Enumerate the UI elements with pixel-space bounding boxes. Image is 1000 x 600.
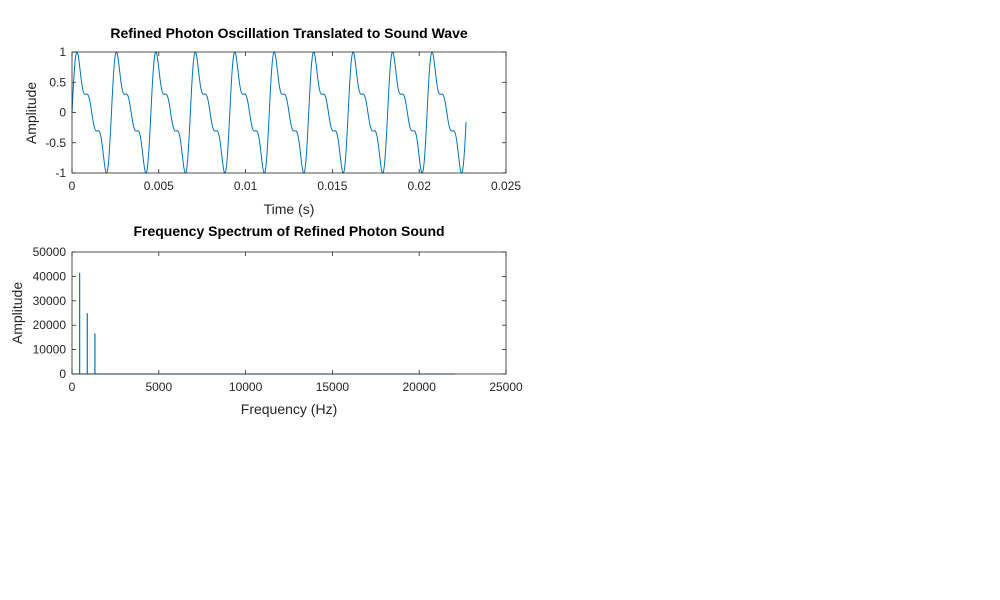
spectrum-x-tick-label: 10000 [229,380,263,394]
waveform-title: Refined Photon Oscillation Translated to… [110,25,468,41]
spectrum-x-tick-label: 0 [69,380,76,394]
waveform-y-tick-label: 0.5 [49,75,66,89]
waveform-x-tick-label: 0.02 [408,179,432,193]
spectrum-y-ticks: 0 10000 20000 30000 40000 50000 [33,245,506,381]
waveform-axes: Refined Photon Oscillation Translated to… [23,25,521,217]
spectrum-title: Frequency Spectrum of Refined Photon Sou… [133,223,444,239]
spectrum-y-tick-label: 10000 [33,343,67,357]
waveform-x-tick-label: 0 [69,179,76,193]
spectrum-x-label: Frequency (Hz) [241,401,337,417]
waveform-x-tick-label: 0.01 [234,179,258,193]
spectrum-x-tick-label: 25000 [489,380,523,394]
waveform-x-tick-label: 0.025 [491,179,521,193]
spectrum-x-tick-label: 5000 [145,380,172,394]
spectrum-x-tick-label: 15000 [316,380,350,394]
spectrum-bars [79,272,96,374]
waveform-y-label: Amplitude [23,82,39,144]
waveform-x-tick-label: 0.005 [144,179,174,193]
spectrum-y-label: Amplitude [9,282,25,344]
waveform-x-label: Time (s) [264,201,315,217]
waveform-line [71,51,467,174]
spectrum-y-tick-label: 50000 [33,245,67,259]
waveform-y-tick-label: 0 [59,106,66,120]
spectrum-y-tick-label: 30000 [33,294,67,308]
spectrum-y-tick-label: 40000 [33,269,67,283]
spectrum-axes-box [71,251,507,375]
waveform-x-tick-label: 0.015 [317,179,347,193]
spectrum-y-tick-label: 20000 [33,318,67,332]
waveform-axes-box [71,51,507,174]
spectrum-axes: Frequency Spectrum of Refined Photon Sou… [9,223,523,417]
spectrum-x-tick-label: 20000 [403,380,437,394]
waveform-y-tick-label: -0.5 [45,136,66,150]
waveform-y-tick-label: -1 [55,166,66,180]
spectrum-y-tick-label: 0 [59,367,66,381]
waveform-y-tick-label: 1 [59,45,66,59]
waveform-x-ticks: 0 0.005 0.01 0.015 0.02 0.025 [69,52,521,193]
spectrum-x-ticks: 0 5000 10000 15000 20000 25000 [69,252,523,394]
